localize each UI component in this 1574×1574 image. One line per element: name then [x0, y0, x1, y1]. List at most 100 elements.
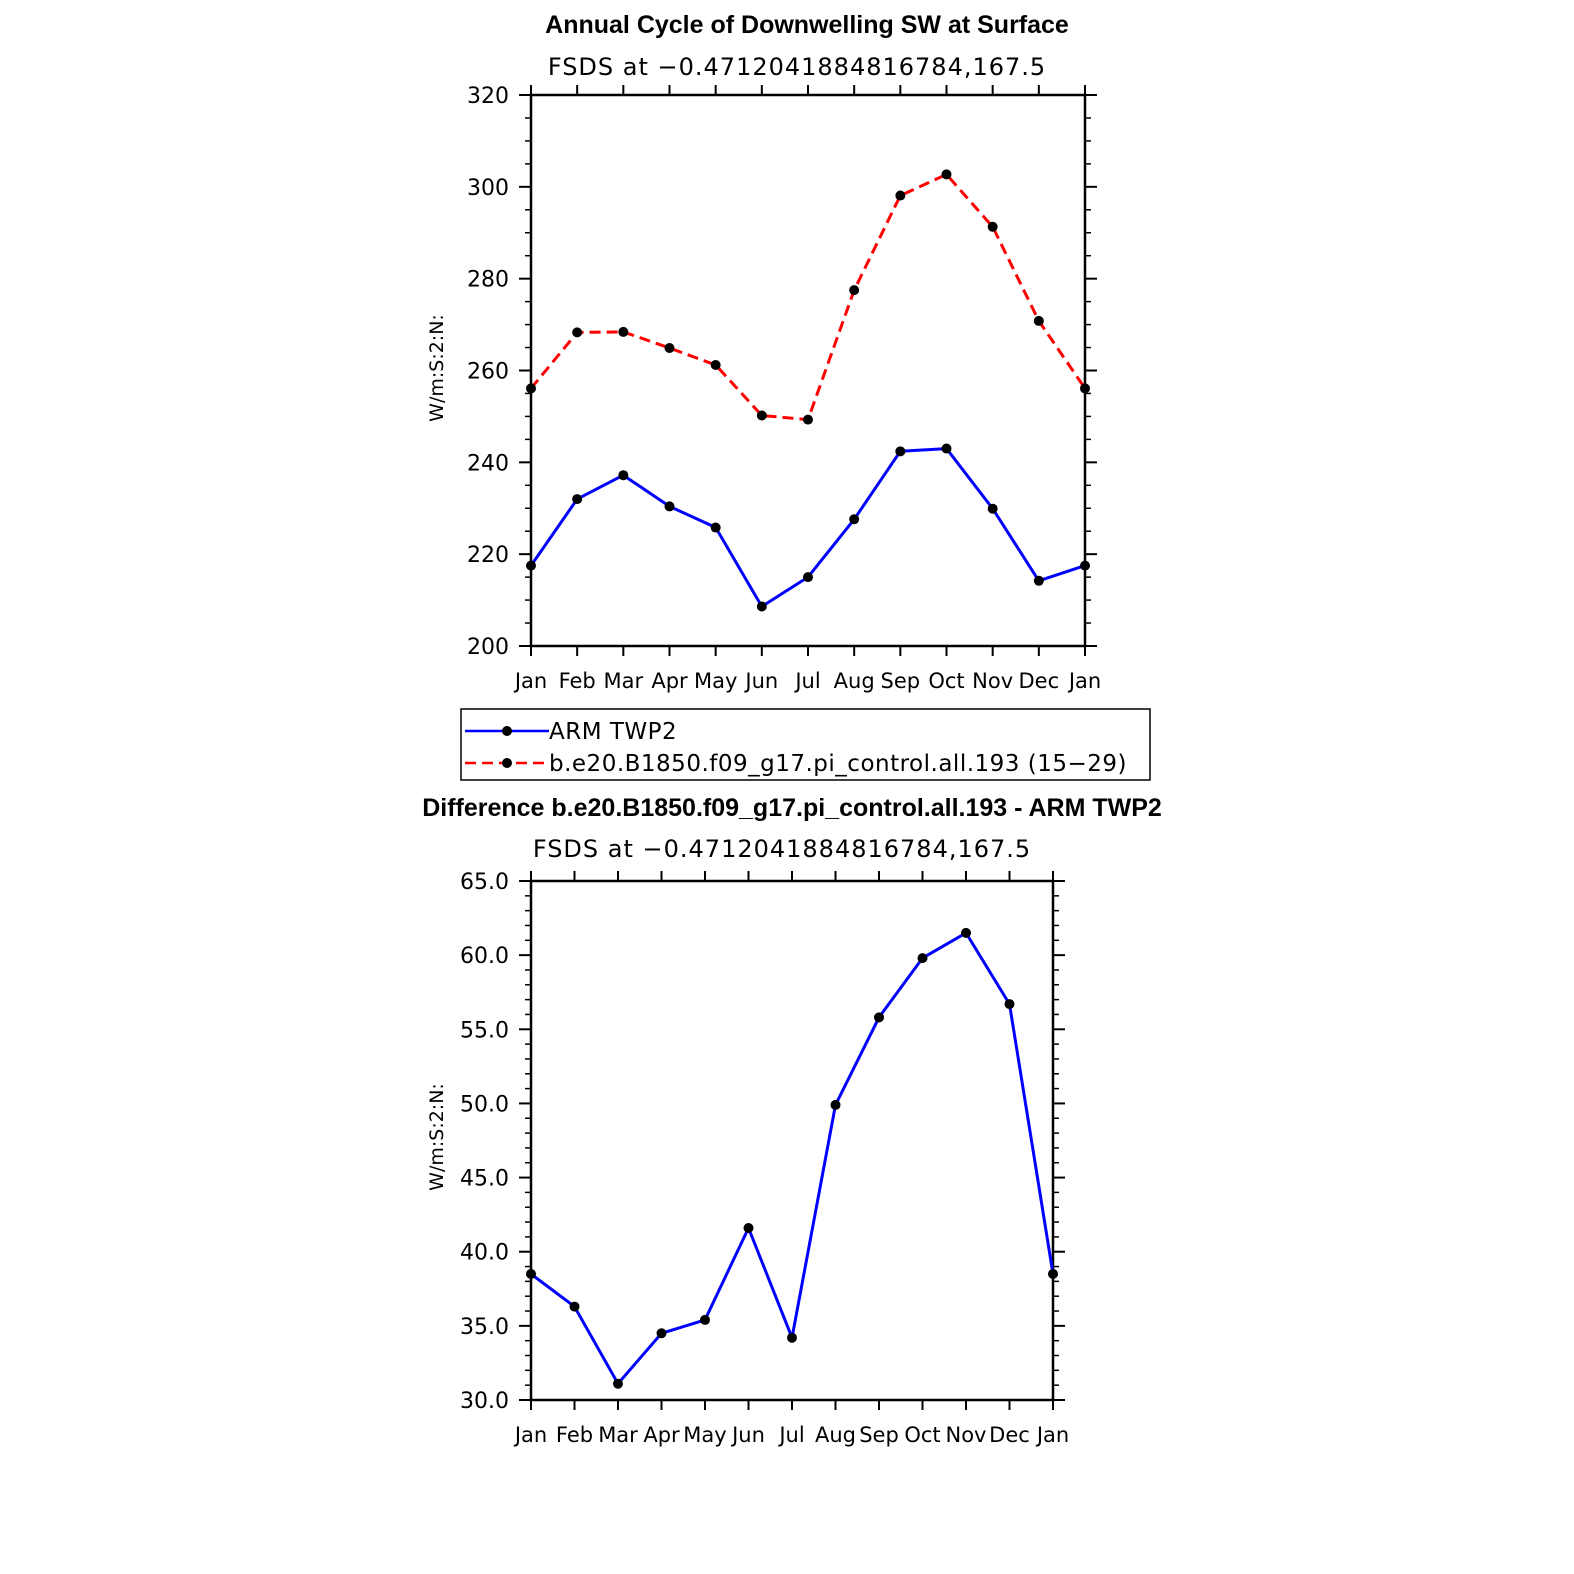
x-tick-label: May	[683, 1423, 726, 1447]
data-point	[572, 494, 583, 505]
data-point	[941, 443, 952, 454]
chart-title: Annual Cycle of Downwelling SW at Surfac…	[545, 11, 1069, 39]
legend-box	[460, 708, 1151, 781]
data-point	[895, 190, 906, 201]
y-tick-label: 220	[467, 543, 509, 568]
data-point	[1004, 999, 1015, 1010]
data-point	[830, 1099, 841, 1110]
data-point	[849, 514, 860, 525]
data-point	[1048, 1268, 1058, 1279]
data-point	[987, 221, 998, 232]
data-point	[803, 572, 813, 583]
y-tick-label: 200	[467, 635, 509, 660]
x-tick-label: Sep	[859, 1423, 899, 1447]
data-point	[526, 560, 536, 571]
data-point	[743, 1222, 754, 1233]
data-point	[1033, 575, 1044, 586]
x-tick-label: Aug	[834, 669, 875, 693]
x-tick-label: Dec	[1019, 669, 1060, 693]
data-point	[1033, 315, 1044, 326]
y-tick-label: 50.0	[460, 1092, 509, 1117]
y-tick-label: 280	[467, 268, 509, 293]
chart-subtitle: FSDS at −0.4712041884816784,167.5	[533, 835, 1031, 863]
y-tick-label: 30.0	[460, 1389, 509, 1414]
data-point	[1080, 383, 1090, 394]
plot-area	[529, 93, 1087, 648]
data-point	[526, 1268, 536, 1279]
data-point	[710, 359, 721, 370]
plot-area	[529, 879, 1055, 1402]
x-tick-label: Jan	[1035, 1423, 1069, 1447]
x-tick-label: Jun	[730, 1423, 765, 1447]
y-tick-label: 35.0	[460, 1315, 509, 1340]
data-point	[803, 414, 813, 425]
annual-cycle-chart: Annual Cycle of Downwelling SW at Surfac…	[426, 11, 1101, 693]
x-tick-label: Aug	[815, 1423, 856, 1447]
data-point	[987, 503, 998, 514]
x-tick-label: Feb	[556, 1423, 593, 1447]
data-point	[849, 285, 860, 296]
plot-frame	[529, 93, 1087, 648]
series-line	[529, 447, 1086, 608]
data-point	[656, 1328, 667, 1339]
x-tick-label: Mar	[598, 1423, 638, 1447]
x-tick-label: Jul	[777, 1423, 804, 1447]
data-point	[618, 326, 629, 337]
y-tick-label: 65.0	[460, 870, 509, 895]
data-point	[941, 169, 952, 180]
y-tick-label: 320	[467, 84, 509, 109]
data-point	[613, 1378, 623, 1389]
chart-subtitle: FSDS at −0.4712041884816784,167.5	[548, 53, 1046, 81]
data-point	[961, 927, 971, 938]
x-tick-label: Dec	[989, 1423, 1030, 1447]
x-tick-label: May	[694, 669, 737, 693]
y-tick-label: 40.0	[460, 1241, 509, 1266]
x-tick-label: Oct	[928, 669, 964, 693]
data-point	[664, 501, 675, 512]
x-tick-label: Jun	[743, 669, 778, 693]
data-point	[787, 1332, 797, 1343]
data-point	[526, 383, 536, 394]
y-axis-label: W/m:S:2:N:	[426, 314, 448, 422]
data-point	[917, 953, 928, 964]
data-point	[569, 1301, 580, 1312]
axis-ticks: Jan Feb Mar Apr May Jun Jul Aug Sep Oct Nov Dec Jan2…	[467, 84, 1101, 693]
legend: ARM TWP2 b.e20.B1850.f09_g17.pi_control.…	[460, 708, 1151, 781]
data-point	[664, 343, 675, 354]
data-point	[618, 470, 629, 481]
legend-marker-model	[502, 758, 512, 768]
chart-title: Difference b.e20.B1850.f09_g17.pi_contro…	[422, 794, 1162, 822]
difference-chart: Difference b.e20.B1850.f09_g17.pi_contro…	[422, 794, 1162, 1447]
y-tick-label: 45.0	[460, 1167, 509, 1192]
data-point	[874, 1012, 884, 1023]
x-tick-label: Oct	[904, 1423, 940, 1447]
axis-ticks: Jan Feb Mar Apr May Jun Jul Aug Sep Oct Nov Dec Jan3…	[460, 870, 1069, 1447]
plot-frame	[529, 879, 1055, 1402]
y-tick-label: 260	[467, 360, 509, 385]
data-point	[895, 446, 906, 457]
y-axis-label: W/m:S:2:N:	[426, 1083, 448, 1191]
y-tick-label: 300	[467, 176, 509, 201]
series-lines	[526, 169, 1090, 612]
data-point	[1080, 560, 1090, 571]
x-tick-label: Jan	[1067, 669, 1101, 693]
x-tick-label: Nov	[946, 1423, 987, 1447]
x-tick-label: Jan	[513, 669, 547, 693]
series-line	[529, 172, 1087, 422]
x-tick-label: Nov	[972, 669, 1013, 693]
legend-label-model: b.e20.B1850.f09_g17.pi_control.all.193 (…	[549, 751, 1127, 777]
data-point	[756, 601, 767, 612]
series-lines	[526, 927, 1058, 1389]
data-point	[756, 410, 767, 421]
x-tick-label: Jul	[793, 669, 820, 693]
legend-label-arm: ARM TWP2	[549, 719, 677, 745]
x-tick-label: Mar	[604, 669, 644, 693]
y-tick-label: 55.0	[460, 1018, 509, 1043]
y-tick-label: 60.0	[460, 944, 509, 969]
data-point	[700, 1314, 710, 1325]
data-point	[710, 522, 721, 533]
x-tick-label: Jan	[513, 1423, 547, 1447]
x-tick-label: Feb	[559, 669, 596, 693]
y-tick-label: 240	[467, 451, 509, 476]
